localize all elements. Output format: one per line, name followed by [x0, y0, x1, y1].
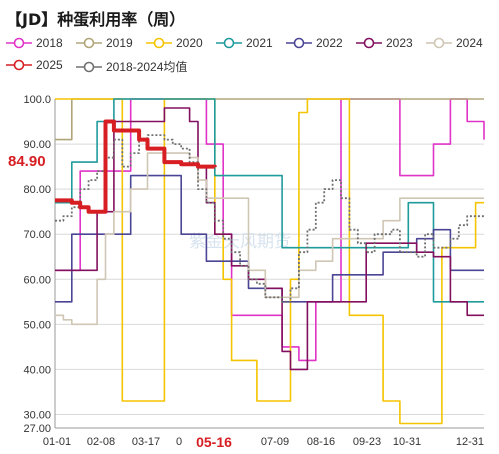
legend-label: 2024 — [456, 36, 483, 50]
y-tick-label: 27.00 — [23, 423, 51, 435]
legend-item-2020: 2020 — [146, 36, 203, 50]
x-tick-label: 01-01 — [43, 436, 71, 448]
legend-item-2021: 2021 — [216, 36, 273, 50]
series-line-2019 — [55, 98, 484, 141]
x-tick-label: 08-16 — [307, 436, 335, 448]
legend-item-2023: 2023 — [356, 36, 413, 50]
legend-item-2018: 2018 — [6, 36, 63, 50]
legend-swatch — [6, 37, 32, 49]
x-tick-label: 0 — [176, 436, 182, 448]
current-value-label: 84.90 — [8, 153, 46, 170]
legend-label: 2021 — [246, 36, 273, 50]
series-line-2024 — [55, 152, 484, 326]
y-tick-label: 100.0 — [23, 94, 51, 106]
series-line-2025 — [55, 119, 217, 214]
legend-item-2019: 2019 — [76, 36, 133, 50]
series-line-2021 — [55, 98, 484, 303]
legend-item-2022: 2022 — [286, 36, 343, 50]
legend-label: 2022 — [316, 36, 343, 50]
x-tick-label: 09-23 — [353, 436, 381, 448]
legend-swatch — [6, 59, 32, 71]
chart-title: 【JD】种蛋利用率（周） — [6, 10, 186, 29]
x-tick-label: 10-31 — [393, 436, 421, 448]
legend-label: 2018-2024均值 — [106, 60, 188, 74]
legend-swatch — [426, 37, 452, 49]
watermark: 紫金天风期货 — [189, 232, 291, 252]
legend-item-2025: 2025 — [6, 58, 63, 72]
legend-swatch — [216, 37, 242, 49]
y-tick-label: 60.00 — [23, 274, 51, 286]
x-tick-label: 02-08 — [87, 436, 115, 448]
x-tick-label: 07-09 — [261, 436, 289, 448]
legend-label: 2020 — [176, 36, 203, 50]
series-line-2018-2024均值 — [55, 134, 484, 303]
legend-label: 2018 — [36, 36, 63, 50]
legend-swatch — [76, 37, 102, 49]
legend-item-2018-2024均值: 2018-2024均值 — [76, 58, 187, 75]
x-tick-label: 12-31 — [456, 436, 484, 448]
y-tick-label: 30.00 — [23, 409, 51, 421]
x-tick-label: 05-16 — [196, 434, 232, 450]
legend-label: 2023 — [386, 36, 413, 50]
legend-swatch — [146, 37, 172, 49]
y-tick-label: 80.00 — [23, 184, 51, 196]
legend-label: 2019 — [106, 36, 133, 50]
y-tick-label: 90.00 — [23, 139, 51, 151]
y-tick-label: 70.00 — [23, 229, 51, 241]
y-tick-label: 50.00 — [23, 319, 51, 331]
y-tick-label: 40.00 — [23, 364, 51, 376]
legend-swatch — [286, 37, 312, 49]
legend-swatch — [356, 37, 382, 49]
x-tick-label: 03-17 — [132, 436, 160, 448]
legend-swatch — [76, 61, 102, 72]
series-line-2018 — [55, 98, 485, 362]
series-line-2020 — [55, 98, 484, 425]
legend-label: 2025 — [36, 58, 63, 72]
legend-item-2024: 2024 — [426, 36, 483, 50]
